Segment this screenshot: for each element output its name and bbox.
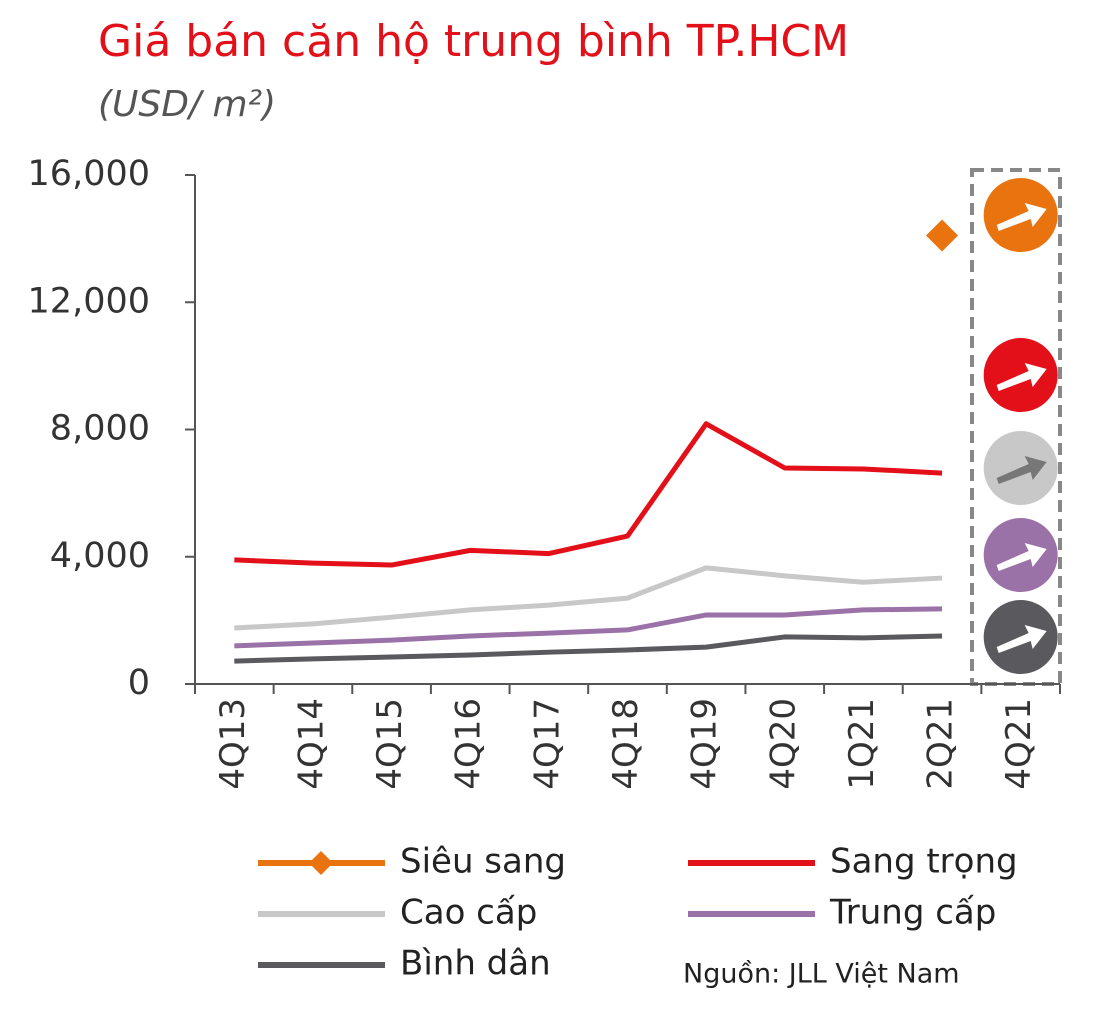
y-tick-label: 16,000 <box>28 154 150 194</box>
x-tick-label: 2Q21 <box>921 698 961 790</box>
series-line <box>234 606 943 649</box>
legend-label: Sang trọng <box>830 842 1018 882</box>
chart-subtitle: (USD/ m²) <box>98 84 276 125</box>
trend-arrow <box>996 456 1047 484</box>
legend-label: Siêu sang <box>400 842 566 882</box>
legend-label: Trung cấp <box>829 893 996 933</box>
series-line <box>234 421 943 568</box>
series-line <box>234 633 943 664</box>
y-tick-label: 4,000 <box>50 536 150 576</box>
legend-label: Cao cấp <box>400 893 537 933</box>
trend-arrow <box>996 543 1047 571</box>
y-tick-label: 0 <box>128 663 150 703</box>
x-tick-label: 4Q20 <box>763 698 803 790</box>
x-tick-label: 4Q16 <box>449 698 489 790</box>
series-line <box>234 565 943 631</box>
source-note: Nguồn: JLL Việt Nam <box>683 959 960 990</box>
x-tick-label: 4Q13 <box>213 698 253 790</box>
x-tick-label: 4Q21 <box>999 698 1039 790</box>
point-marker <box>926 219 959 252</box>
x-tick-label: 4Q19 <box>685 698 725 790</box>
legend-label: Bình dân <box>400 944 551 984</box>
x-tick-label: 4Q14 <box>291 698 331 790</box>
trend-arrow <box>996 203 1047 231</box>
y-tick-label: 12,000 <box>28 281 150 321</box>
chart-title: Giá bán căn hộ trung bình TP.HCM <box>98 16 849 67</box>
x-tick-label: 4Q18 <box>606 698 646 790</box>
legend-marker <box>309 851 333 875</box>
x-tick-label: 1Q21 <box>842 698 882 790</box>
trend-arrow <box>996 363 1047 391</box>
y-tick-label: 8,000 <box>50 409 150 449</box>
x-tick-label: 4Q17 <box>527 698 567 790</box>
x-tick-label: 4Q15 <box>370 698 410 790</box>
trend-arrow <box>996 625 1047 653</box>
